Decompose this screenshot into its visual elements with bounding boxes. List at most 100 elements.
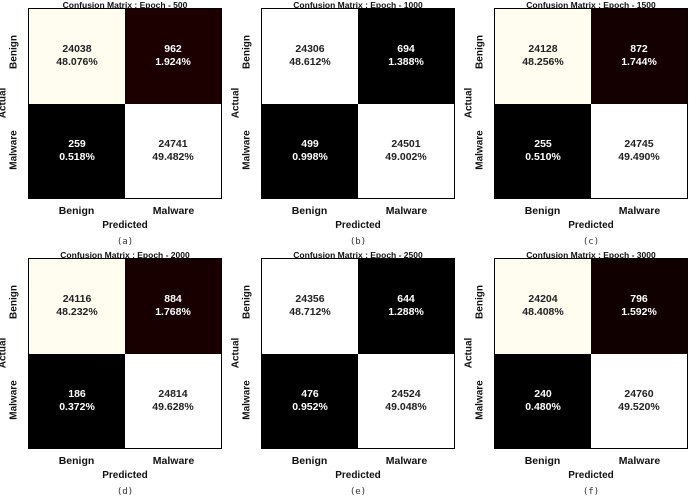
- subfigure-caption: (e): [349, 487, 367, 497]
- y-tick-text: Benign: [241, 35, 253, 69]
- matrix-cell: 24745 49.490%: [591, 103, 687, 198]
- y-axis-label: Actual: [463, 337, 475, 369]
- y-axis-label: Actual: [230, 87, 242, 119]
- y-tick-text: Malware: [8, 380, 20, 420]
- x-tick-label: Benign: [58, 205, 95, 217]
- y-tick-text: Benign: [8, 35, 20, 69]
- subfigure-caption: (a): [116, 237, 134, 247]
- matrix-cell: 24501 49.002%: [358, 103, 454, 198]
- cell-percent: 49.628%: [152, 400, 194, 413]
- cell-percent: 0.480%: [525, 400, 561, 413]
- matrix-cell: 24741 49.482%: [125, 103, 221, 198]
- cell-percent: 1.924%: [155, 56, 191, 69]
- cell-percent: 48.256%: [522, 56, 564, 69]
- confusion-matrix-panel: Confusion Matrix : Epoch - 2500 24356 48.7…: [231, 250, 466, 500]
- panel-title: Confusion Matrix : Epoch - 1500: [526, 0, 656, 10]
- cell-percent: 0.372%: [59, 400, 95, 413]
- matrix-cell: 499 0.998%: [262, 103, 358, 198]
- y-tick-text: Malware: [474, 130, 486, 170]
- subfigure-caption: (d): [116, 487, 134, 497]
- cell-count: 884: [164, 293, 182, 306]
- matrix-cell: 872 1.744%: [591, 9, 687, 104]
- cell-count: 24741: [158, 137, 188, 150]
- panel-title: Confusion Matrix : Epoch - 2500: [293, 250, 423, 260]
- cell-count: 24524: [391, 387, 421, 400]
- cell-percent: 48.076%: [56, 56, 98, 69]
- cell-count: 24745: [624, 137, 654, 150]
- x-tick-label: Benign: [524, 455, 561, 467]
- x-axis-label: Predicted: [102, 470, 148, 481]
- cell-percent: 48.232%: [56, 306, 98, 319]
- x-tick-label: Malware: [385, 455, 428, 467]
- cell-percent: 0.510%: [525, 150, 561, 163]
- matrix-cell: 259 0.518%: [29, 103, 125, 198]
- cell-count: 24760: [624, 387, 654, 400]
- confusion-matrix-panel: Confusion Matrix : Epoch - 1500 24128 48.2…: [464, 0, 699, 250]
- matrix-cell: 255 0.510%: [495, 103, 591, 198]
- cell-count: 24306: [295, 43, 325, 56]
- x-axis-label: Predicted: [568, 470, 614, 481]
- panel-title: Confusion Matrix : Epoch - 2000: [60, 250, 190, 260]
- cell-count: 24116: [62, 293, 92, 306]
- cell-percent: 1.592%: [621, 306, 657, 319]
- matrix-grid: 24128 48.256% 872 1.744% 255 0.510% 24745 49.49…: [494, 8, 688, 199]
- cell-count: 24128: [528, 43, 558, 56]
- panel-title: Confusion Matrix : Epoch - 1000: [293, 0, 423, 10]
- matrix-cell: 24204 48.408%: [495, 259, 591, 354]
- cell-count: 796: [630, 293, 648, 306]
- y-tick-text: Benign: [474, 35, 486, 69]
- matrix-cell: 24760 49.520%: [591, 353, 687, 448]
- cell-count: 24204: [528, 293, 558, 306]
- cell-percent: 49.048%: [385, 400, 427, 413]
- y-tick-text: Malware: [8, 130, 20, 170]
- x-tick-label: Benign: [291, 205, 328, 217]
- cell-percent: 49.490%: [618, 150, 660, 163]
- cell-percent: 49.002%: [385, 150, 427, 163]
- subfigure-caption: (c): [582, 237, 600, 247]
- matrix-grid: 24356 48.712% 644 1.288% 476 0.952% 24524 49.04…: [261, 258, 455, 449]
- x-tick-label: Benign: [291, 455, 328, 467]
- cell-count: 872: [630, 43, 648, 56]
- matrix-cell: 24814 49.628%: [125, 353, 221, 448]
- cell-percent: 1.288%: [388, 306, 424, 319]
- matrix-grid: 24038 48.076% 962 1.924% 259 0.518% 24741 49.48…: [28, 8, 222, 199]
- matrix-cell: 24116 48.232%: [29, 259, 125, 354]
- y-axis-label: Actual: [0, 337, 9, 369]
- confusion-matrix-panel: Confusion Matrix : Epoch - 500 24038 48.07…: [0, 0, 233, 250]
- panel-title: Confusion Matrix : Epoch - 3000: [526, 250, 656, 260]
- cell-count: 644: [397, 293, 415, 306]
- x-tick-label: Benign: [58, 455, 95, 467]
- x-axis-label: Predicted: [335, 470, 381, 481]
- x-axis-label: Predicted: [102, 220, 148, 231]
- cell-percent: 1.388%: [388, 56, 424, 69]
- cell-percent: 1.768%: [155, 306, 191, 319]
- x-tick-label: Malware: [385, 205, 428, 217]
- matrix-cell: 24038 48.076%: [29, 9, 125, 104]
- cell-percent: 0.998%: [292, 150, 328, 163]
- x-tick-label: Malware: [618, 205, 661, 217]
- cell-count: 694: [397, 43, 415, 56]
- cell-percent: 0.952%: [292, 400, 328, 413]
- subfigure-caption: (b): [349, 237, 367, 247]
- cell-percent: 48.712%: [289, 306, 331, 319]
- cell-count: 186: [68, 387, 86, 400]
- matrix-cell: 24306 48.612%: [262, 9, 358, 104]
- confusion-matrix-panel: Confusion Matrix : Epoch - 1000 24306 48.6…: [230, 0, 466, 250]
- confusion-matrix-panel: Confusion Matrix : Epoch - 3000 24204 48.4…: [463, 250, 699, 500]
- cell-count: 259: [68, 137, 86, 150]
- subfigure-caption: (f): [582, 487, 600, 497]
- cell-count: 240: [534, 387, 552, 400]
- y-tick-text: Benign: [8, 285, 20, 319]
- matrix-cell: 240 0.480%: [495, 353, 591, 448]
- cell-count: 499: [301, 137, 319, 150]
- matrix-cell: 796 1.592%: [591, 259, 687, 354]
- x-tick-label: Malware: [618, 455, 661, 467]
- y-tick-text: Malware: [474, 380, 486, 420]
- matrix-grid: 24306 48.612% 694 1.388% 499 0.998% 24501 49.00…: [261, 8, 455, 199]
- y-tick-text: Benign: [241, 285, 253, 319]
- x-tick-label: Malware: [152, 455, 195, 467]
- cell-percent: 1.744%: [621, 56, 657, 69]
- y-axis-label: Actual: [0, 87, 9, 119]
- panel-title: Confusion Matrix : Epoch - 500: [62, 0, 188, 10]
- x-axis-label: Predicted: [335, 220, 381, 231]
